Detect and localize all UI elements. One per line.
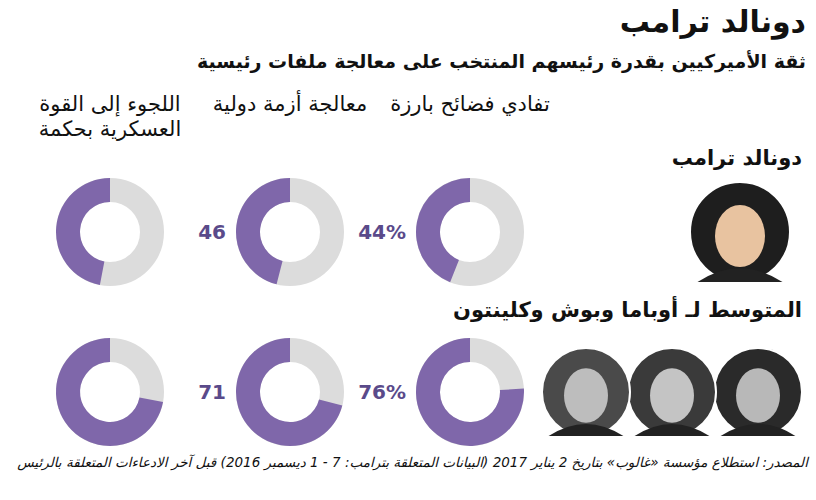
photo-shoulders [721, 424, 796, 436]
donut [56, 338, 163, 446]
donut [56, 178, 152, 285]
photo [714, 348, 802, 436]
donut-segment [56, 178, 110, 285]
photo-face [564, 368, 608, 423]
donut-segment [236, 338, 342, 446]
donut-segment [56, 338, 163, 446]
data-label: 46 [198, 220, 226, 244]
title: دونالد ترامب [620, 4, 806, 39]
subtitle: ثقة الأميركيين بقدرة رئيسهم المنتخب على … [197, 50, 806, 72]
photo-frame [690, 182, 790, 282]
photo-shoulders [635, 424, 710, 436]
photo [628, 348, 716, 436]
data-label: 71 [198, 380, 226, 404]
donut [236, 178, 332, 284]
photo-shoulders [549, 424, 624, 436]
donut [236, 338, 342, 446]
column-head: اللجوء إلى القوة العسكرية بحكمة [30, 92, 190, 142]
donut-segment [416, 338, 524, 446]
data-label: 44% [358, 220, 406, 244]
photo-frame [628, 348, 716, 436]
donut-segment [416, 178, 470, 282]
photo [690, 182, 790, 282]
chart: 44% 46 76% 71 [0, 0, 816, 500]
row-label: المتوسط لـ أوباما وبوش وكلينتون [453, 298, 802, 322]
column-head: تفادي فضائح بارزة [390, 92, 550, 117]
source: المصدر: استطلاع مؤسسة «غالوب» بتاريخ 2 ي… [8, 454, 808, 472]
data-label: 76% [358, 380, 406, 404]
row-label: دونالد ترامب [672, 146, 802, 170]
photo [542, 348, 630, 436]
photo-face [736, 368, 780, 423]
donut-segment [236, 178, 290, 284]
photo-frame [714, 348, 802, 436]
photo-face [650, 368, 694, 423]
donut [416, 338, 524, 446]
donut [416, 178, 512, 282]
column-head: معالجة أزمة دولية [210, 92, 370, 117]
photo-frame [542, 348, 630, 436]
photo-shoulders [698, 268, 783, 282]
photo-face [715, 205, 765, 267]
